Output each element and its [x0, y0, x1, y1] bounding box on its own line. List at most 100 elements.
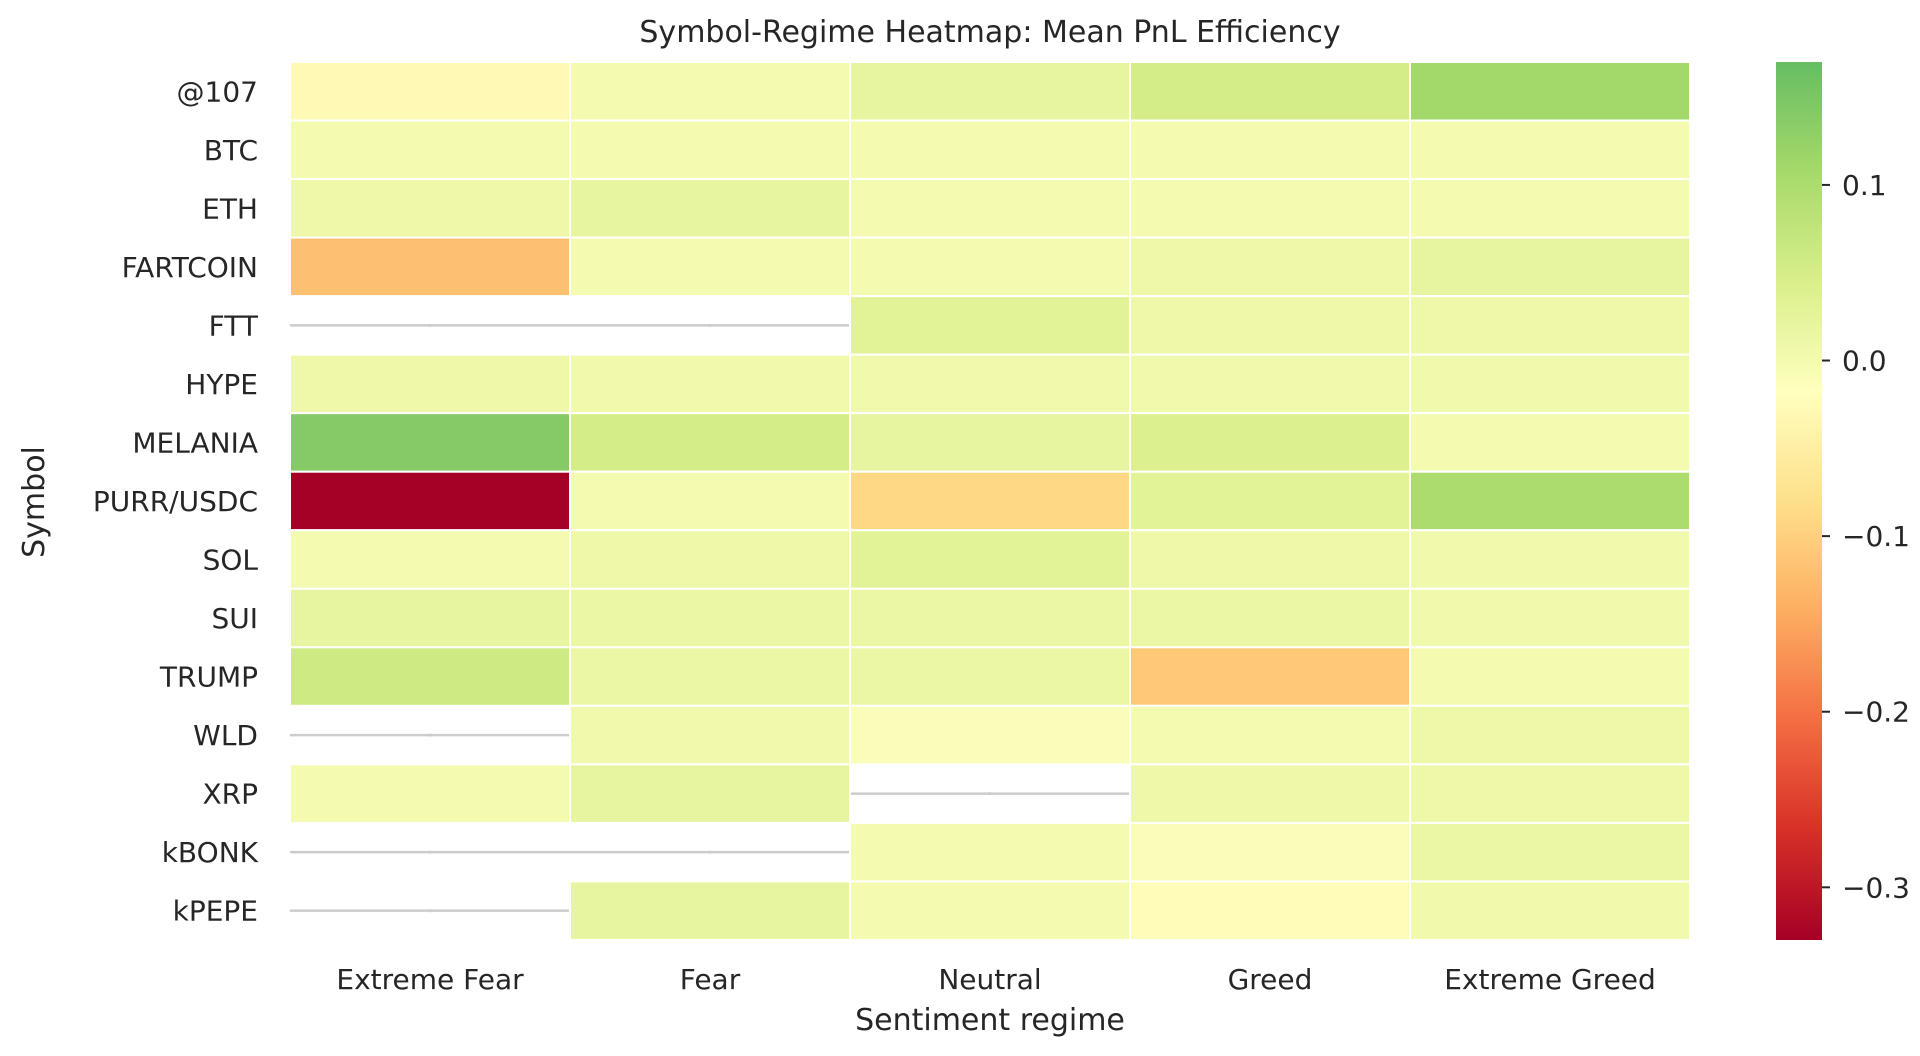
y-tick-label: WLD	[193, 719, 258, 752]
heatmap-cell	[1409, 646, 1691, 707]
heatmap-cell	[569, 178, 851, 239]
heatmap-cell	[569, 61, 851, 122]
heatmap-cell	[289, 412, 571, 473]
heatmap-cell	[569, 236, 851, 298]
heatmap-cell	[1129, 821, 1411, 883]
heatmap-cell-missing	[290, 326, 570, 355]
heatmap-cell	[1409, 704, 1691, 766]
heatmap-cell	[849, 470, 1131, 532]
y-tick-label: ETH	[202, 192, 258, 225]
heatmap-cell	[1409, 119, 1691, 181]
heatmap-cell-missing	[570, 296, 850, 324]
heatmap-cell	[849, 821, 1131, 883]
heatmap-cell	[1129, 646, 1411, 707]
heatmap-cell	[289, 470, 571, 532]
x-tick-label: Fear	[680, 963, 741, 996]
heatmap-cells	[289, 61, 1691, 941]
heatmap-cell	[849, 412, 1131, 473]
heatmap-cell	[569, 587, 851, 649]
heatmap-cell	[1129, 353, 1411, 415]
heatmap-cell	[849, 880, 1131, 941]
heatmap-cell	[1409, 821, 1691, 883]
heatmap-cell	[1129, 295, 1411, 356]
y-tick-label: SOL	[203, 544, 259, 577]
heatmap-cell	[1129, 178, 1411, 239]
heatmap-cell	[1129, 470, 1411, 532]
heatmap-cell	[1129, 704, 1411, 766]
y-tick-label: FTT	[209, 309, 259, 342]
colorbar: 0.1 0.0 −0.1 −0.2 −0.3	[1776, 62, 1910, 940]
heatmap-cell	[1409, 61, 1691, 122]
y-axis-label: Symbol	[17, 446, 52, 558]
heatmap-cell	[569, 646, 851, 707]
heatmap-cell	[849, 353, 1131, 415]
heatmap-cell	[1409, 470, 1691, 532]
heatmap-cell	[1409, 412, 1691, 473]
colorbar-tick-label: 0.1	[1842, 169, 1887, 202]
heatmap-cell	[569, 763, 851, 824]
heatmap-cell	[1409, 529, 1691, 590]
heatmap-cell	[849, 646, 1131, 707]
y-tick-labels: @107 BTC ETH FARTCOIN FTT HYPE MELANIA PURR/USD…	[93, 75, 259, 927]
x-axis-label: Sentiment regime	[855, 1003, 1125, 1038]
heatmap-cell	[289, 353, 571, 415]
heatmap-cell	[1409, 178, 1691, 239]
y-tick-label: kBONK	[162, 836, 259, 869]
heatmap-cell	[849, 529, 1131, 590]
y-tick-label: PURR/USDC	[93, 485, 258, 518]
heatmap-cell-missing	[850, 795, 1130, 823]
heatmap-cell	[289, 178, 571, 239]
x-tick-label: Greed	[1228, 963, 1313, 996]
heatmap-cell	[1129, 412, 1411, 473]
heatmap-cell	[1409, 353, 1691, 415]
colorbar-tick-label: −0.1	[1842, 520, 1910, 553]
heatmap-cell	[289, 529, 571, 590]
y-tick-label: HYPE	[185, 368, 258, 401]
heatmap-cell	[569, 119, 851, 181]
heatmap-cell-missing	[570, 326, 850, 355]
heatmap-cell	[569, 880, 851, 941]
y-tick-label: SUI	[211, 602, 258, 635]
heatmap-cell-missing	[290, 853, 570, 882]
heatmap-cell	[1129, 236, 1411, 298]
heatmap-cell	[569, 353, 851, 415]
heatmap-cell-missing	[850, 764, 1130, 793]
heatmap-cell	[289, 763, 571, 824]
heatmap-cell	[1129, 119, 1411, 181]
colorbar-tick-label: −0.2	[1842, 696, 1910, 729]
heatmap-cell	[849, 236, 1131, 298]
y-tick-label: TRUMP	[159, 661, 258, 694]
heatmap-cell-missing	[570, 822, 850, 851]
heatmap-cell	[849, 704, 1131, 766]
colorbar-ticks: 0.1 0.0 −0.1 −0.2 −0.3	[1822, 169, 1910, 904]
heatmap-cell	[569, 412, 851, 473]
heatmap-cell	[569, 529, 851, 590]
heatmap-cell	[1409, 763, 1691, 824]
y-tick-label: MELANIA	[132, 426, 258, 459]
chart-title: Symbol-Regime Heatmap: Mean PnL Efficien…	[639, 15, 1340, 50]
heatmap-cell	[1129, 880, 1411, 941]
heatmap-cell	[1409, 295, 1691, 356]
x-tick-label: Neutral	[938, 963, 1041, 996]
heatmap-cell	[849, 295, 1131, 356]
x-tick-label: Extreme Fear	[336, 963, 524, 996]
heatmap-cell-missing	[290, 881, 570, 910]
heatmap-cell-missing	[290, 736, 570, 765]
y-tick-label: kPEPE	[173, 895, 258, 928]
colorbar-gradient	[1776, 62, 1822, 940]
heatmap-cell-missing	[290, 705, 570, 734]
heatmap-cell	[1129, 763, 1411, 824]
y-tick-label: @107	[177, 75, 258, 108]
colorbar-tick-label: 0.0	[1842, 345, 1887, 378]
heatmap-cell	[849, 61, 1131, 122]
heatmap-cell	[1129, 587, 1411, 649]
heatmap-cell-missing	[570, 853, 850, 882]
heatmap-cell	[1129, 61, 1411, 122]
heatmap-cell-missing	[290, 912, 570, 940]
x-tick-label: Extreme Greed	[1444, 963, 1656, 996]
heatmap-cell	[1409, 880, 1691, 941]
heatmap-cell	[289, 61, 571, 122]
heatmap-cell	[289, 646, 571, 707]
heatmap-cell	[289, 119, 571, 181]
